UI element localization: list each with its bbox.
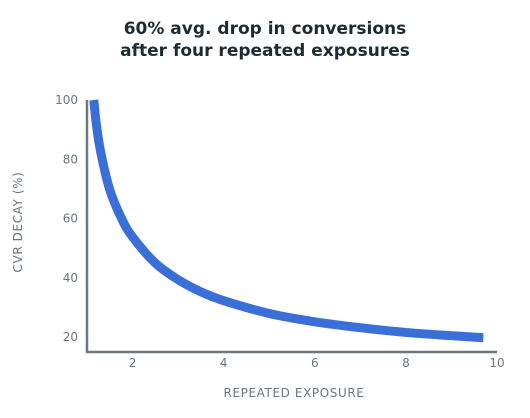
series-layer [89, 99, 484, 343]
x-tick-label: 10 [489, 356, 504, 370]
series-line [89, 99, 484, 343]
y-tick-label: 100 [55, 93, 78, 107]
y-tick-labels: 100 80 60 40 20 [55, 93, 78, 344]
x-axis-label: REPEATED EXPOSURE [224, 386, 365, 400]
chart-subtitle: after four repeated exposures [120, 41, 410, 61]
y-axis-label: CVR DECAY (%) [11, 172, 25, 273]
x-tick-label: 4 [220, 356, 228, 370]
y-tick-label: 60 [63, 212, 78, 226]
x-tick-label: 2 [129, 356, 137, 370]
y-tick-label: 20 [63, 330, 78, 344]
y-tick-label: 80 [63, 152, 78, 166]
x-tick-labels: 2 4 6 8 10 [129, 356, 505, 370]
x-tick-label: 8 [402, 356, 410, 370]
x-tick-label: 6 [311, 356, 319, 370]
chart-title: 60% avg. drop in conversions [124, 19, 407, 39]
y-tick-label: 40 [63, 271, 78, 285]
